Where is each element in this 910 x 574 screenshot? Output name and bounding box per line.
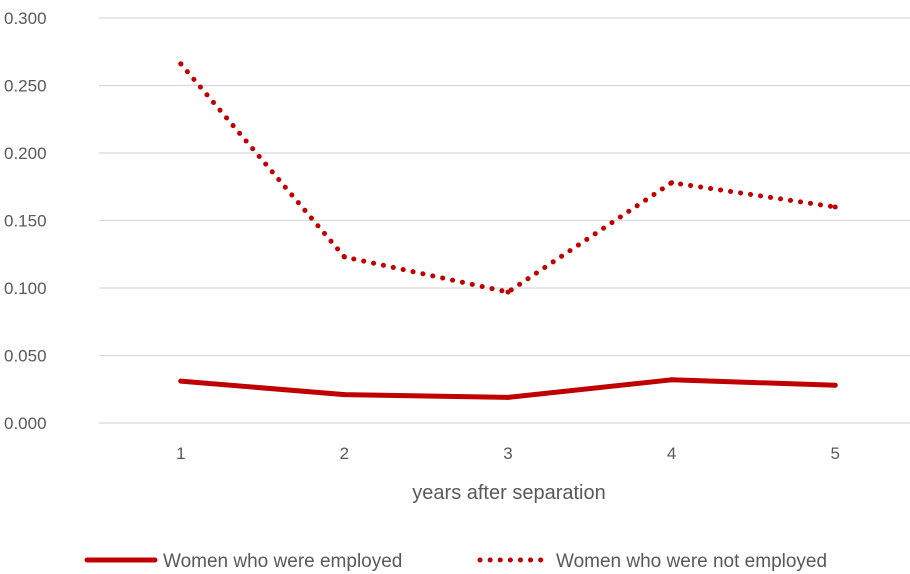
y-tick-label: 0.000 <box>4 414 47 433</box>
data-point-not-employed <box>341 254 347 260</box>
x-tick-label: 2 <box>340 444 349 463</box>
series-lines <box>178 61 838 400</box>
x-tick-label: 5 <box>830 444 839 463</box>
data-point-employed <box>178 378 184 384</box>
y-tick-label: 0.200 <box>4 144 47 163</box>
data-point-employed <box>341 392 347 398</box>
data-point-not-employed <box>505 289 511 295</box>
data-point-not-employed <box>669 180 675 186</box>
data-point-employed <box>669 377 675 383</box>
y-tick-label: 0.100 <box>4 279 47 298</box>
data-point-not-employed <box>832 204 838 210</box>
y-tick-label: 0.300 <box>4 9 47 28</box>
data-point-employed <box>505 394 511 400</box>
data-point-not-employed <box>178 61 184 67</box>
y-tick-label: 0.050 <box>4 347 47 366</box>
x-tick-labels: 1 2 3 4 5 <box>176 444 840 463</box>
y-tick-label: 0.150 <box>4 212 47 231</box>
data-point-employed <box>832 382 838 388</box>
x-tick-label: 3 <box>503 444 512 463</box>
y-tick-label: 0.250 <box>4 77 47 96</box>
legend-label-not-employed: Women who were not employed <box>556 551 827 572</box>
x-axis-title: years after separation <box>412 482 605 504</box>
x-tick-label: 1 <box>176 444 185 463</box>
series-line-not-employed <box>178 61 838 295</box>
legend: Women who were employed Women who were n… <box>84 551 827 572</box>
legend-label-employed: Women who were employed <box>163 551 402 572</box>
y-tick-labels: 0.000 0.050 0.100 0.150 0.200 0.250 0.300 <box>4 9 47 433</box>
y-gridlines <box>99 17 910 424</box>
series-line-employed <box>178 377 838 400</box>
x-tick-label: 4 <box>667 444 676 463</box>
